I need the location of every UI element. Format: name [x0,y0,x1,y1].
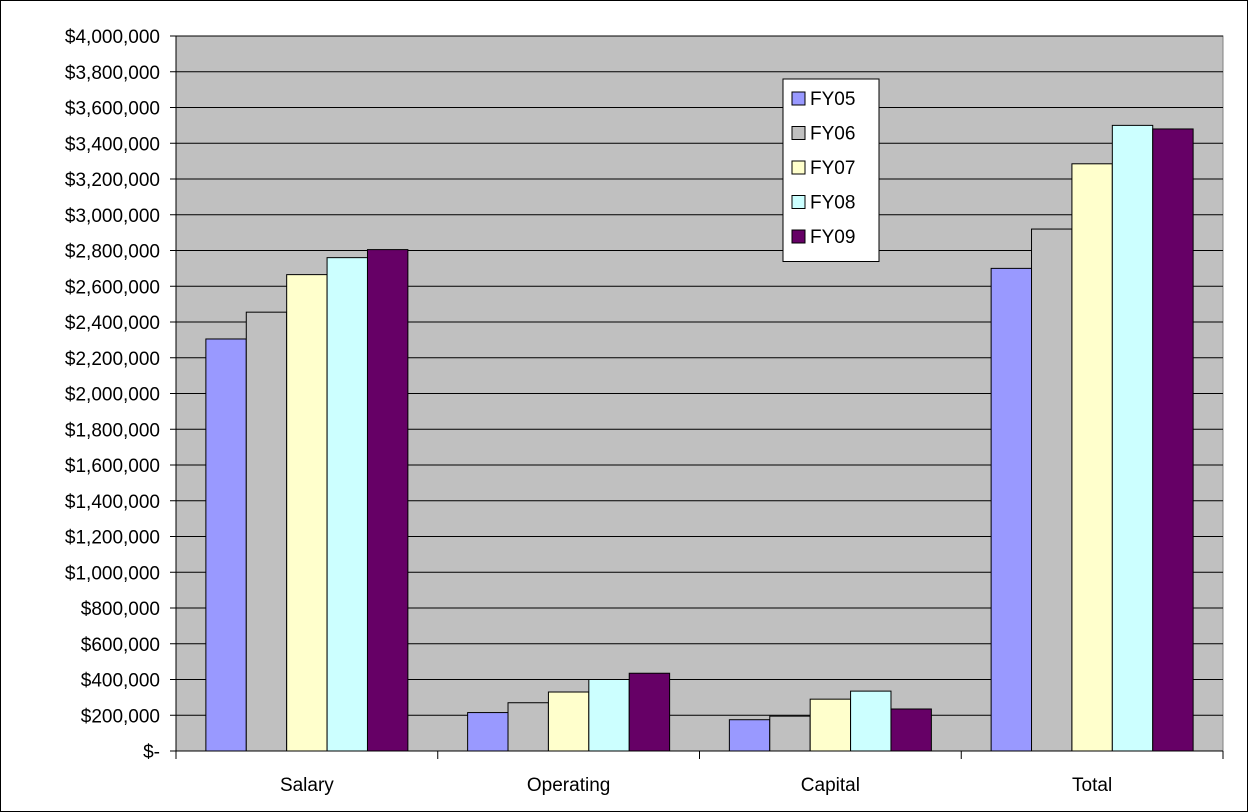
bar-fy05-total [990,267,1033,752]
bar-fy08-salary [326,257,368,752]
legend-label-fy07: FY07 [810,158,855,179]
bar-fy05-capital [728,719,771,752]
bars [205,124,1194,752]
y-tick-label: $4,000,000 [65,27,160,48]
legend-label-fy08: FY08 [810,193,855,214]
y-tick-label: $1,400,000 [65,492,160,513]
y-tick-label: $800,000 [81,599,160,620]
legend-swatch-fy07 [791,160,806,175]
y-tick-label: $2,200,000 [65,349,160,370]
x-category-label: Capital [801,775,860,796]
y-tick-label: $1,000,000 [65,563,160,584]
y-tick-label: $3,800,000 [65,63,160,84]
bar-fy06-salary [245,311,288,752]
bar-fy09-salary [366,249,409,752]
legend-swatch-fy05 [791,91,806,106]
y-tick-label: $3,000,000 [65,206,160,227]
y-tick-label: $3,600,000 [65,99,160,120]
bar-fy09-operating [628,672,671,752]
legend-swatch-fy06 [791,126,806,140]
legend-label-fy06: FY06 [810,124,855,145]
bar-fy06-capital [769,715,811,752]
y-tick-label: $- [143,742,160,763]
y-tick-label: $200,000 [81,706,160,727]
x-category-label: Operating [527,775,610,796]
y-tick-label: $2,800,000 [65,242,160,263]
bar-fy07-operating [547,691,590,752]
legend: FY05 FY06 FY07 FY08 FY09 [782,78,880,262]
x-category-label: Total [1072,775,1112,796]
y-tick-label: $2,600,000 [65,277,160,298]
y-tick-label: $2,000,000 [65,385,160,406]
y-tick-label: $2,400,000 [65,313,160,334]
bar-fy09-capital [890,708,932,752]
y-tick-label: $1,200,000 [65,528,160,549]
bar-fy08-total [1111,124,1154,752]
y-tick-label: $600,000 [81,635,160,656]
y-tick-label: $3,200,000 [65,170,160,191]
legend-swatch-fy08 [791,195,806,209]
x-category-label: Salary [280,775,334,796]
bar-fy05-operating [467,712,509,752]
y-tick-label: $3,400,000 [65,134,160,155]
bar-fy06-total [1031,228,1073,752]
x-axis-labels: Salary Operating Capital Total [280,775,1112,796]
bar-fy07-salary [286,274,328,752]
bar-fy09-total [1152,128,1194,752]
bar-fy08-capital [850,690,892,752]
legend-label-fy05: FY05 [810,89,855,110]
y-axis-labels: $- $200,000 $400,000 $600,000 $800,000 $1,000… [65,27,160,763]
y-tick-label: $1,600,000 [65,456,160,477]
legend-swatch-fy09 [791,229,806,244]
legend-label-fy09: FY09 [810,227,855,248]
bar-fy08-operating [588,679,630,752]
bar-fy06-operating [507,702,549,752]
axes [170,35,1224,759]
bar-fy07-total [1071,163,1113,752]
y-tick-label: $400,000 [81,671,160,692]
bar-fy05-salary [205,338,247,752]
bar-fy07-capital [809,698,852,752]
y-tick-label: $1,800,000 [65,420,160,441]
